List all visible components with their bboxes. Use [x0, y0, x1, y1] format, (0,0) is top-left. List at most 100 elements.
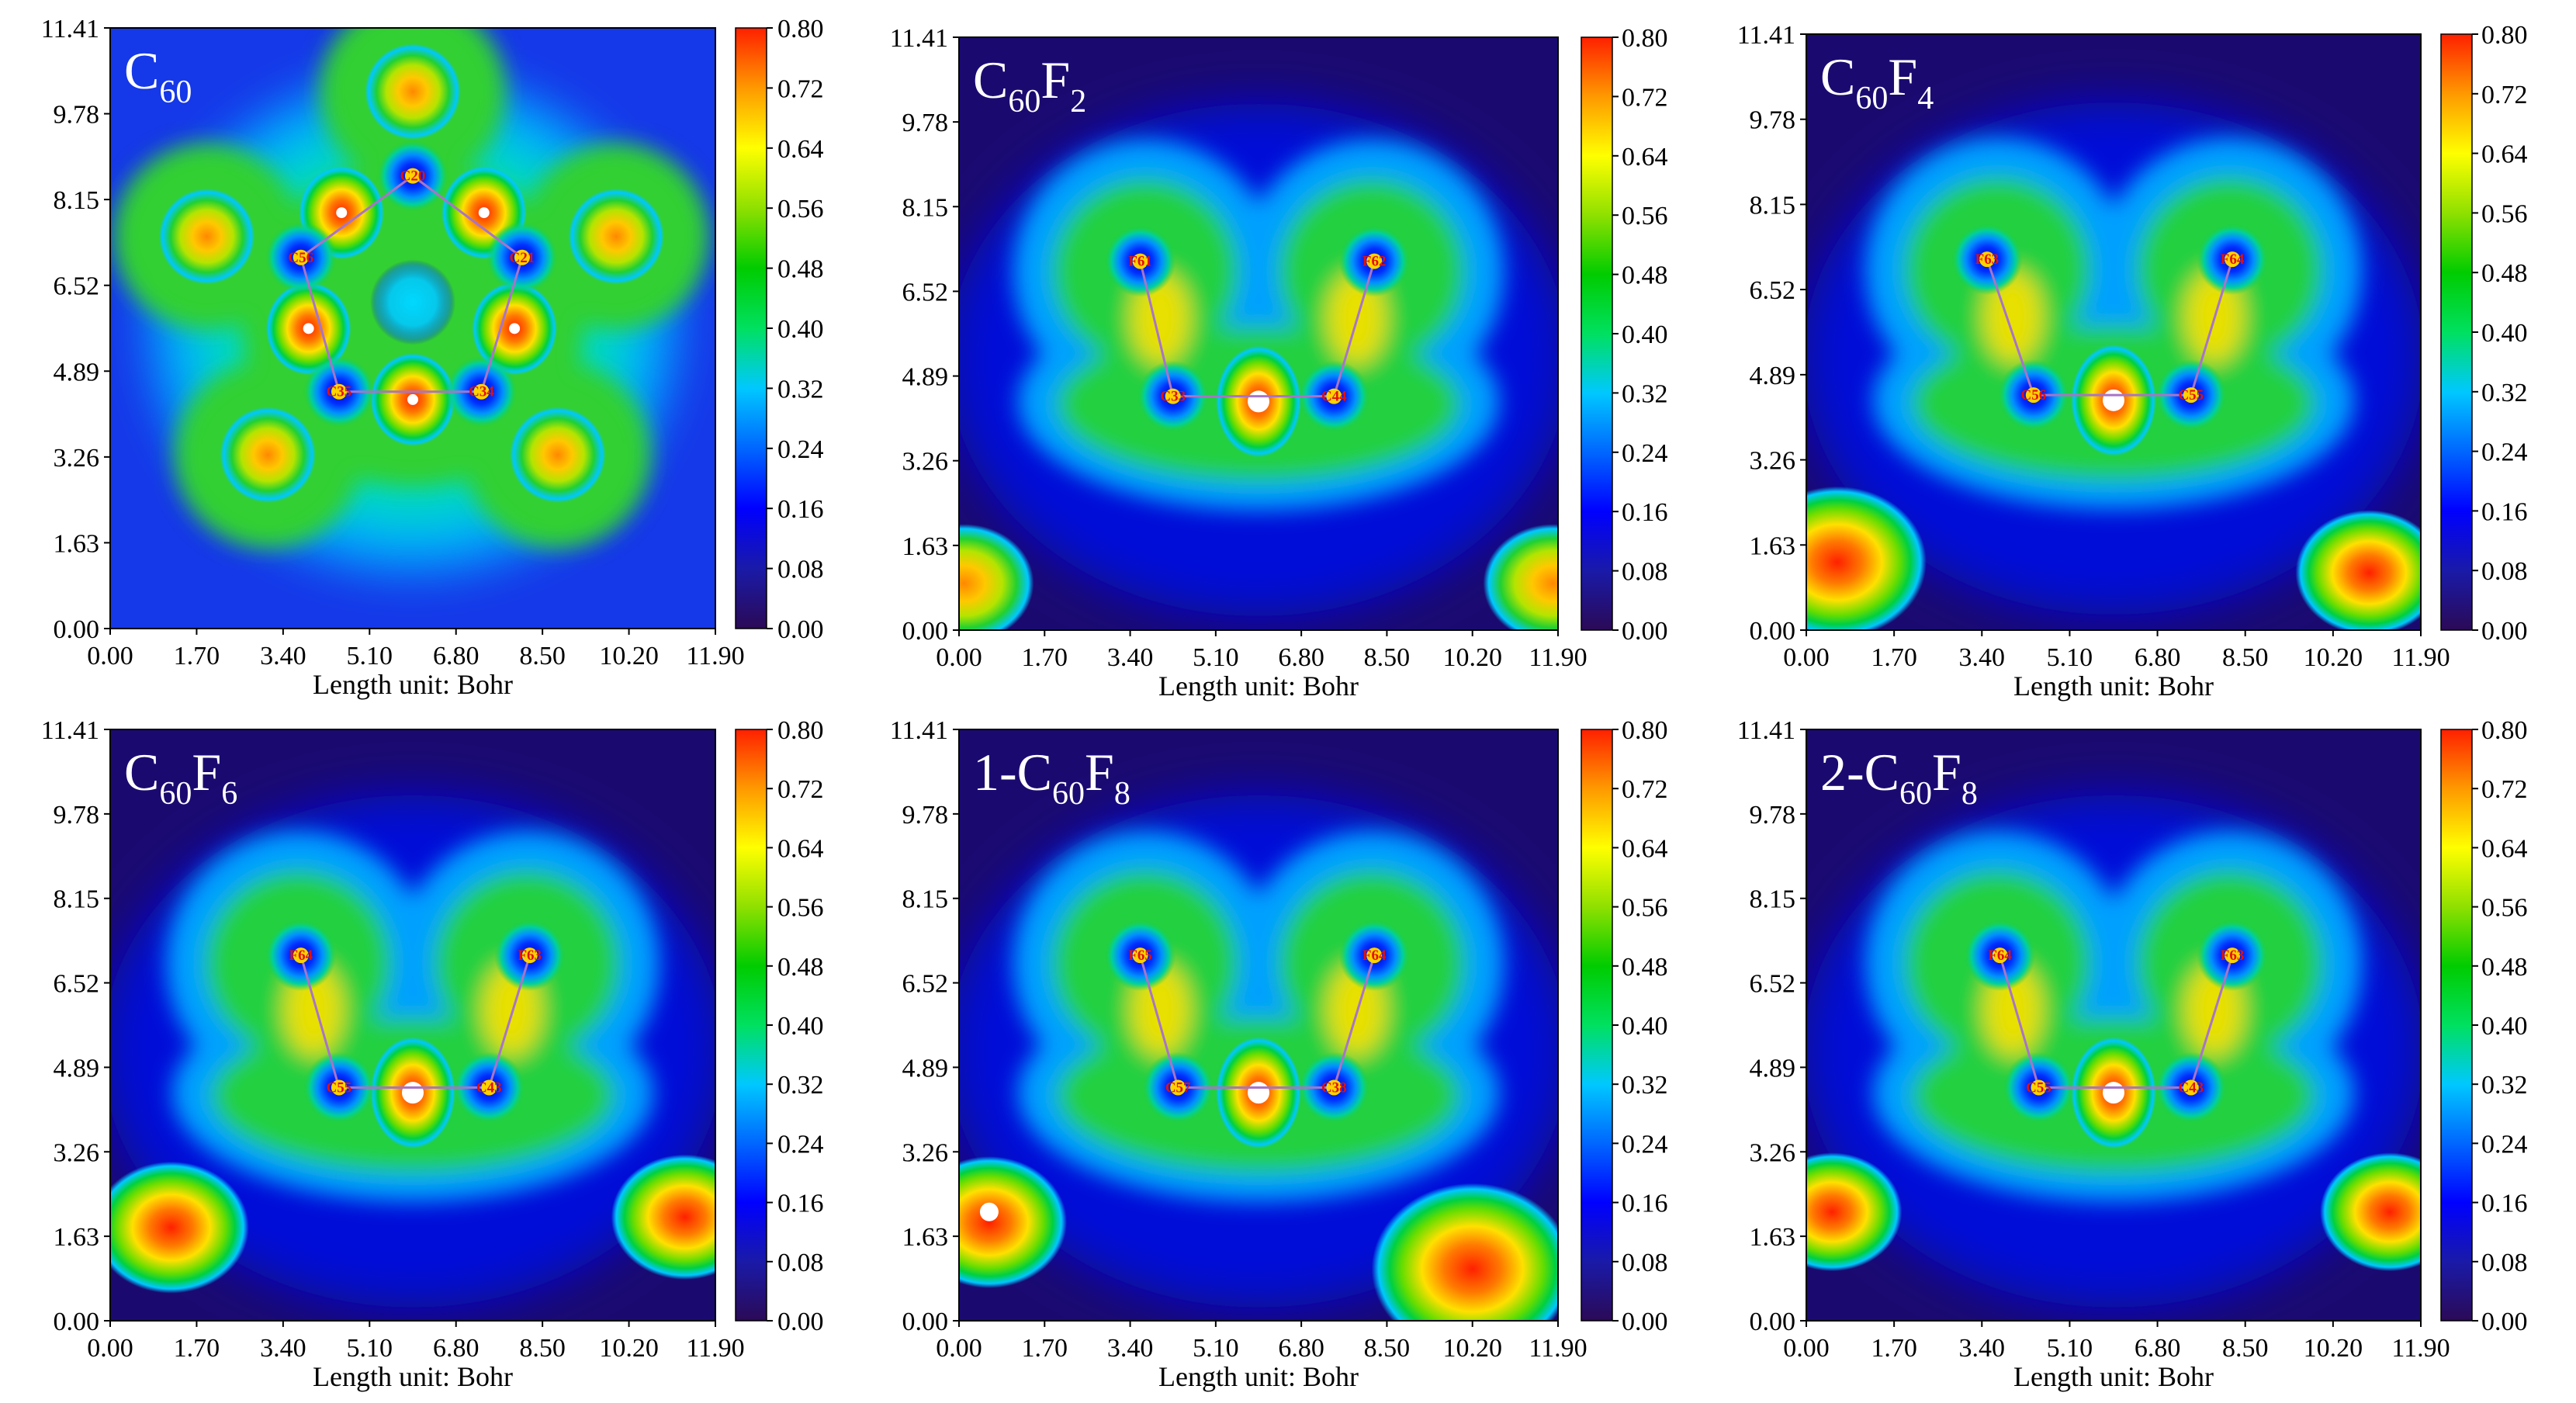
- panel-title: C60F2: [973, 50, 1086, 120]
- x-tick-label: 10.20: [599, 1334, 659, 1363]
- atom-label: C44: [1321, 389, 1347, 405]
- panel-title: C60: [124, 41, 192, 110]
- chart-panel-1: C20 C21 C34 C35 C56 C60 0.00 1.70 3.40 5.10 6.80 8.…: [41, 15, 824, 700]
- x-tick-label: 8.50: [519, 642, 566, 670]
- atom-marker: [2183, 387, 2199, 404]
- atom-label: F64: [1988, 947, 2012, 964]
- y-tick-label: 4.89: [902, 363, 949, 392]
- x-tick-label: 5.10: [2047, 643, 2093, 672]
- colorbar-tick-label: 0.16: [777, 495, 824, 524]
- chart-panel-6: F64 F63 C55 C43 2-C60F8 0.00 1.70 3.40 5.10 6.80 8…: [1737, 716, 2528, 1392]
- x-tick-label: 3.40: [260, 1334, 306, 1363]
- x-tick-label: 6.80: [2135, 643, 2181, 672]
- critical-point: [336, 207, 348, 219]
- chart-panel-2: F61 F62 C33 C44 C60F2 0.00 1.70 3.40 5.10 6.80 8.5…: [890, 24, 1668, 702]
- colorbar-tick-label: 0.80: [1622, 716, 1668, 745]
- colorbar-tick-label: 0.80: [2481, 716, 2528, 745]
- atom-marker: [331, 383, 347, 400]
- y-tick-label: 3.26: [1750, 1138, 1796, 1167]
- x-axis-label: Length unit: Bohr: [2013, 1361, 2214, 1392]
- colorbar-tick-label: 0.16: [2481, 497, 2528, 526]
- panel-title: C60F6: [124, 743, 237, 812]
- atom-marker: [481, 1079, 497, 1096]
- colorbar-tick-label: 0.08: [2481, 1249, 2528, 1277]
- y-tick-label: 0.00: [902, 617, 949, 646]
- colorbar-tick-label: 0.56: [1622, 202, 1668, 230]
- y-tick-label: 8.15: [1750, 885, 1796, 914]
- x-tick-label: 5.10: [1193, 643, 1239, 672]
- colorbar-tick-label: 0.16: [777, 1190, 824, 1218]
- x-tick-label: 11.90: [1529, 1334, 1587, 1363]
- atom-marker: [405, 168, 421, 184]
- x-tick-label: 6.80: [433, 1334, 480, 1363]
- x-tick-label: 11.90: [686, 1334, 744, 1363]
- atom-label: F63: [1975, 251, 2000, 268]
- atom-label: F62: [1362, 254, 1387, 270]
- atom-marker: [1132, 947, 1148, 964]
- atom-marker: [1326, 1079, 1342, 1096]
- x-tick-label: 8.50: [1364, 643, 1411, 672]
- colorbar-tick-label: 0.24: [2481, 438, 2528, 467]
- y-tick-label: 8.15: [1750, 191, 1796, 220]
- colorbar-tick-label: 0.16: [1622, 1190, 1668, 1218]
- colorbar-tick-label: 0.24: [1622, 439, 1668, 468]
- colorbar-tick-label: 0.56: [777, 195, 824, 223]
- x-tick-label: 0.00: [936, 1334, 982, 1363]
- atom-marker: [293, 249, 309, 265]
- plot-frame: [109, 27, 716, 629]
- colorbar-tick-label: 0.64: [2481, 140, 2528, 169]
- colorbar-tick-label: 0.64: [2481, 834, 2528, 863]
- y-tick-label: 3.26: [1750, 447, 1796, 476]
- y-tick-label: 11.41: [41, 716, 99, 745]
- atom-marker: [1366, 947, 1383, 964]
- colorbar: [1581, 36, 1613, 631]
- colorbar-tick-label: 0.00: [777, 1308, 824, 1336]
- colorbar-tick-label: 0.32: [1622, 379, 1668, 408]
- critical-point: [478, 207, 490, 219]
- plot-frame: [1806, 33, 2422, 631]
- y-tick-label: 6.52: [1750, 276, 1796, 305]
- y-tick-label: 6.52: [1750, 970, 1796, 999]
- y-tick-label: 3.26: [902, 448, 949, 476]
- bond-line: [299, 954, 341, 1088]
- colorbar-tick-label: 0.00: [2481, 617, 2528, 646]
- bond-line: [2190, 258, 2234, 396]
- x-tick-label: 0.00: [87, 1334, 133, 1363]
- x-tick-label: 6.80: [1278, 1334, 1324, 1363]
- colorbar-tick-label: 0.80: [777, 716, 824, 745]
- colorbar-tick-label: 0.80: [1622, 24, 1668, 53]
- colorbar-tick-label: 0.72: [777, 775, 824, 804]
- colorbar-tick-label: 0.64: [1622, 143, 1668, 171]
- colorbar-tick-label: 0.24: [1622, 1130, 1668, 1159]
- colorbar-tick-label: 0.00: [777, 615, 824, 644]
- atom-marker: [514, 249, 530, 265]
- bond-line: [1332, 261, 1376, 397]
- x-tick-label: 1.70: [1871, 1334, 1917, 1363]
- x-tick-label: 8.50: [2222, 643, 2269, 672]
- atom-marker: [1165, 388, 1181, 404]
- y-tick-label: 11.41: [1737, 716, 1795, 745]
- y-tick-label: 4.89: [1750, 362, 1796, 390]
- y-tick-label: 4.89: [54, 358, 100, 386]
- y-tick-label: 3.26: [54, 1138, 100, 1167]
- colorbar-tick-label: 0.64: [777, 135, 824, 164]
- colorbar-tick-label: 0.80: [777, 15, 824, 43]
- y-tick-label: 8.15: [902, 193, 949, 222]
- colorbar-tick-label: 0.08: [777, 1249, 824, 1277]
- atom-label: C20: [400, 168, 426, 185]
- atom-label: C38: [1321, 1079, 1347, 1096]
- x-tick-label: 3.40: [1107, 643, 1154, 672]
- x-axis-label: Length unit: Bohr: [313, 1361, 513, 1392]
- atom-marker: [2025, 387, 2041, 404]
- y-tick-label: 0.00: [1750, 1308, 1796, 1336]
- bond-line: [487, 954, 531, 1088]
- x-tick-label: 5.10: [2047, 1334, 2093, 1363]
- bond-line: [1139, 261, 1175, 397]
- atom-marker: [2225, 251, 2241, 268]
- y-tick-label: 1.63: [54, 529, 100, 558]
- y-tick-label: 9.78: [1750, 106, 1796, 135]
- y-tick-label: 1.63: [1750, 532, 1796, 560]
- atom-label: F61: [1128, 254, 1152, 270]
- atom-marker: [331, 1079, 347, 1096]
